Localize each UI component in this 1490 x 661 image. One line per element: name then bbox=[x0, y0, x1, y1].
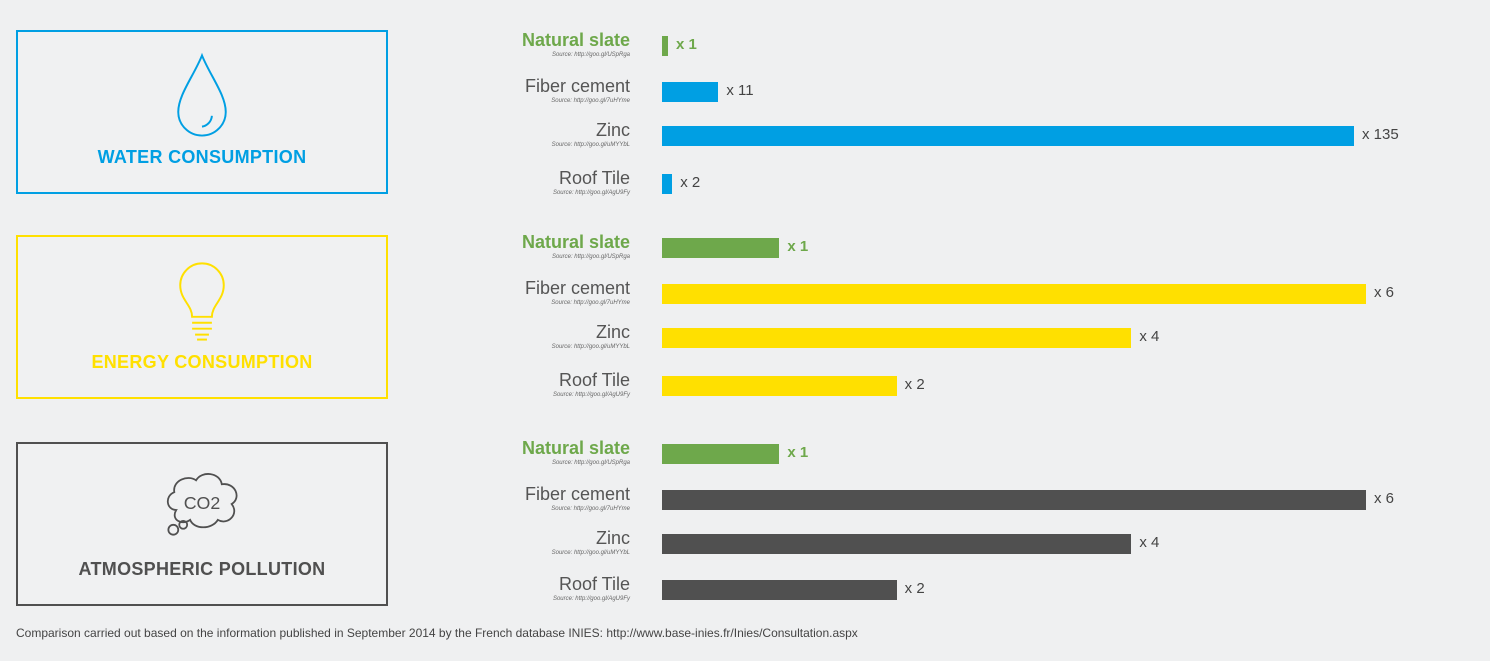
co2-cloud-icon: CO2 bbox=[166, 473, 238, 536]
water-drop-icon bbox=[177, 52, 227, 137]
water-consumption-card: WATER CONSUMPTION bbox=[16, 30, 388, 194]
source-label: Source: http://goo.gl/7uHYme bbox=[551, 98, 630, 104]
source-label: Source: http://goo.gl/USpRga bbox=[551, 52, 630, 58]
bar bbox=[662, 328, 1132, 348]
source-label: Source: http://goo.gl/AgU9Fy bbox=[552, 392, 630, 398]
value-label: x 6 bbox=[1374, 490, 1395, 507]
bar bbox=[662, 174, 673, 194]
value-label: x 11 bbox=[726, 82, 754, 99]
category-label: Roof Tile bbox=[558, 370, 630, 390]
bar-row: Roof Tile Source: http://goo.gl/AgU9Fy x 2 bbox=[0, 572, 1490, 612]
bar bbox=[662, 126, 1354, 146]
bar-row: Natural slate Source: http://goo.gl/USpRg… bbox=[0, 230, 1490, 270]
source-label: Source: http://goo.gl/7uHYme bbox=[551, 300, 630, 306]
source-label: Source: http://goo.gl/USpRga bbox=[551, 460, 630, 466]
category-label: Fiber cement bbox=[524, 484, 630, 504]
category-label: Roof Tile bbox=[558, 574, 630, 594]
bar bbox=[662, 490, 1366, 510]
bar-row: Fiber cement Source: http://goo.gl/7uHYme… bbox=[0, 482, 1490, 522]
value-label: x 1 bbox=[787, 238, 809, 255]
co2-icon-text: CO2 bbox=[184, 493, 221, 513]
bar-row: Natural slate Source: http://goo.gl/USpRg… bbox=[0, 436, 1490, 476]
bar-row: Roof Tile Source: http://goo.gl/AgU9Fy x 2 bbox=[0, 166, 1490, 206]
source-label: Source: http://goo.gl/AgU9Fy bbox=[552, 190, 630, 196]
value-label: x 1 bbox=[676, 36, 697, 53]
bar-row: Zinc Source: http://goo.gl/uMYYbL x 4 bbox=[0, 526, 1490, 566]
bar-row: Zinc Source: http://goo.gl/uMYYbL x 4 bbox=[0, 320, 1490, 360]
category-label: Zinc bbox=[595, 120, 630, 140]
value-label: x 4 bbox=[1139, 328, 1160, 345]
bar bbox=[662, 238, 780, 258]
source-label: Source: http://goo.gl/USpRga bbox=[551, 254, 630, 260]
energy-consumption-card: ENERGY CONSUMPTION bbox=[16, 235, 388, 399]
category-label: Natural slate bbox=[521, 438, 630, 458]
bar-row: Fiber cement Source: http://goo.gl/7uHYme… bbox=[0, 276, 1490, 316]
card-title: ENERGY CONSUMPTION bbox=[91, 352, 313, 372]
value-label: x 6 bbox=[1374, 284, 1395, 301]
source-label: Source: http://goo.gl/7uHYme bbox=[551, 506, 630, 512]
value-label: x 135 bbox=[1362, 126, 1399, 143]
bar bbox=[662, 36, 668, 56]
bar bbox=[662, 534, 1132, 554]
source-label: Source: http://goo.gl/uMYYbL bbox=[551, 142, 630, 148]
bar-row: Fiber cement Source: http://goo.gl/7uHYme… bbox=[0, 74, 1490, 114]
value-label: x 1 bbox=[787, 444, 809, 461]
card-title: ATMOSPHERIC POLLUTION bbox=[78, 559, 326, 579]
bar bbox=[662, 444, 780, 464]
bar bbox=[662, 284, 1366, 304]
value-label: x 4 bbox=[1139, 534, 1160, 551]
card-title: WATER CONSUMPTION bbox=[97, 147, 307, 167]
bar bbox=[662, 376, 897, 396]
value-label: x 2 bbox=[904, 580, 925, 597]
atmospheric-pollution-card: CO2 ATMOSPHERIC POLLUTION bbox=[16, 442, 388, 606]
bar-row: Roof Tile Source: http://goo.gl/AgU9Fy x 2 bbox=[0, 368, 1490, 408]
source-label: Source: http://goo.gl/uMYYbL bbox=[551, 344, 630, 350]
bar-row: Zinc Source: http://goo.gl/uMYYbL x 135 bbox=[0, 118, 1490, 158]
category-label: Zinc bbox=[595, 528, 630, 548]
source-label: Source: http://goo.gl/uMYYbL bbox=[551, 550, 630, 556]
bar-row: Natural slate Source: http://goo.gl/USpRg… bbox=[0, 28, 1490, 68]
category-label: Fiber cement bbox=[524, 76, 630, 96]
bar bbox=[662, 580, 897, 600]
category-label: Fiber cement bbox=[524, 278, 630, 298]
category-label: Zinc bbox=[595, 322, 630, 342]
category-label: Roof Tile bbox=[558, 168, 630, 188]
category-label: Natural slate bbox=[521, 30, 630, 50]
bar bbox=[662, 82, 719, 102]
category-label: Natural slate bbox=[521, 232, 630, 252]
source-label: Source: http://goo.gl/AgU9Fy bbox=[552, 596, 630, 602]
footnote: Comparison carried out based on the info… bbox=[16, 626, 858, 640]
value-label: x 2 bbox=[904, 376, 925, 393]
value-label: x 2 bbox=[680, 174, 701, 191]
lightbulb-icon bbox=[179, 262, 225, 341]
